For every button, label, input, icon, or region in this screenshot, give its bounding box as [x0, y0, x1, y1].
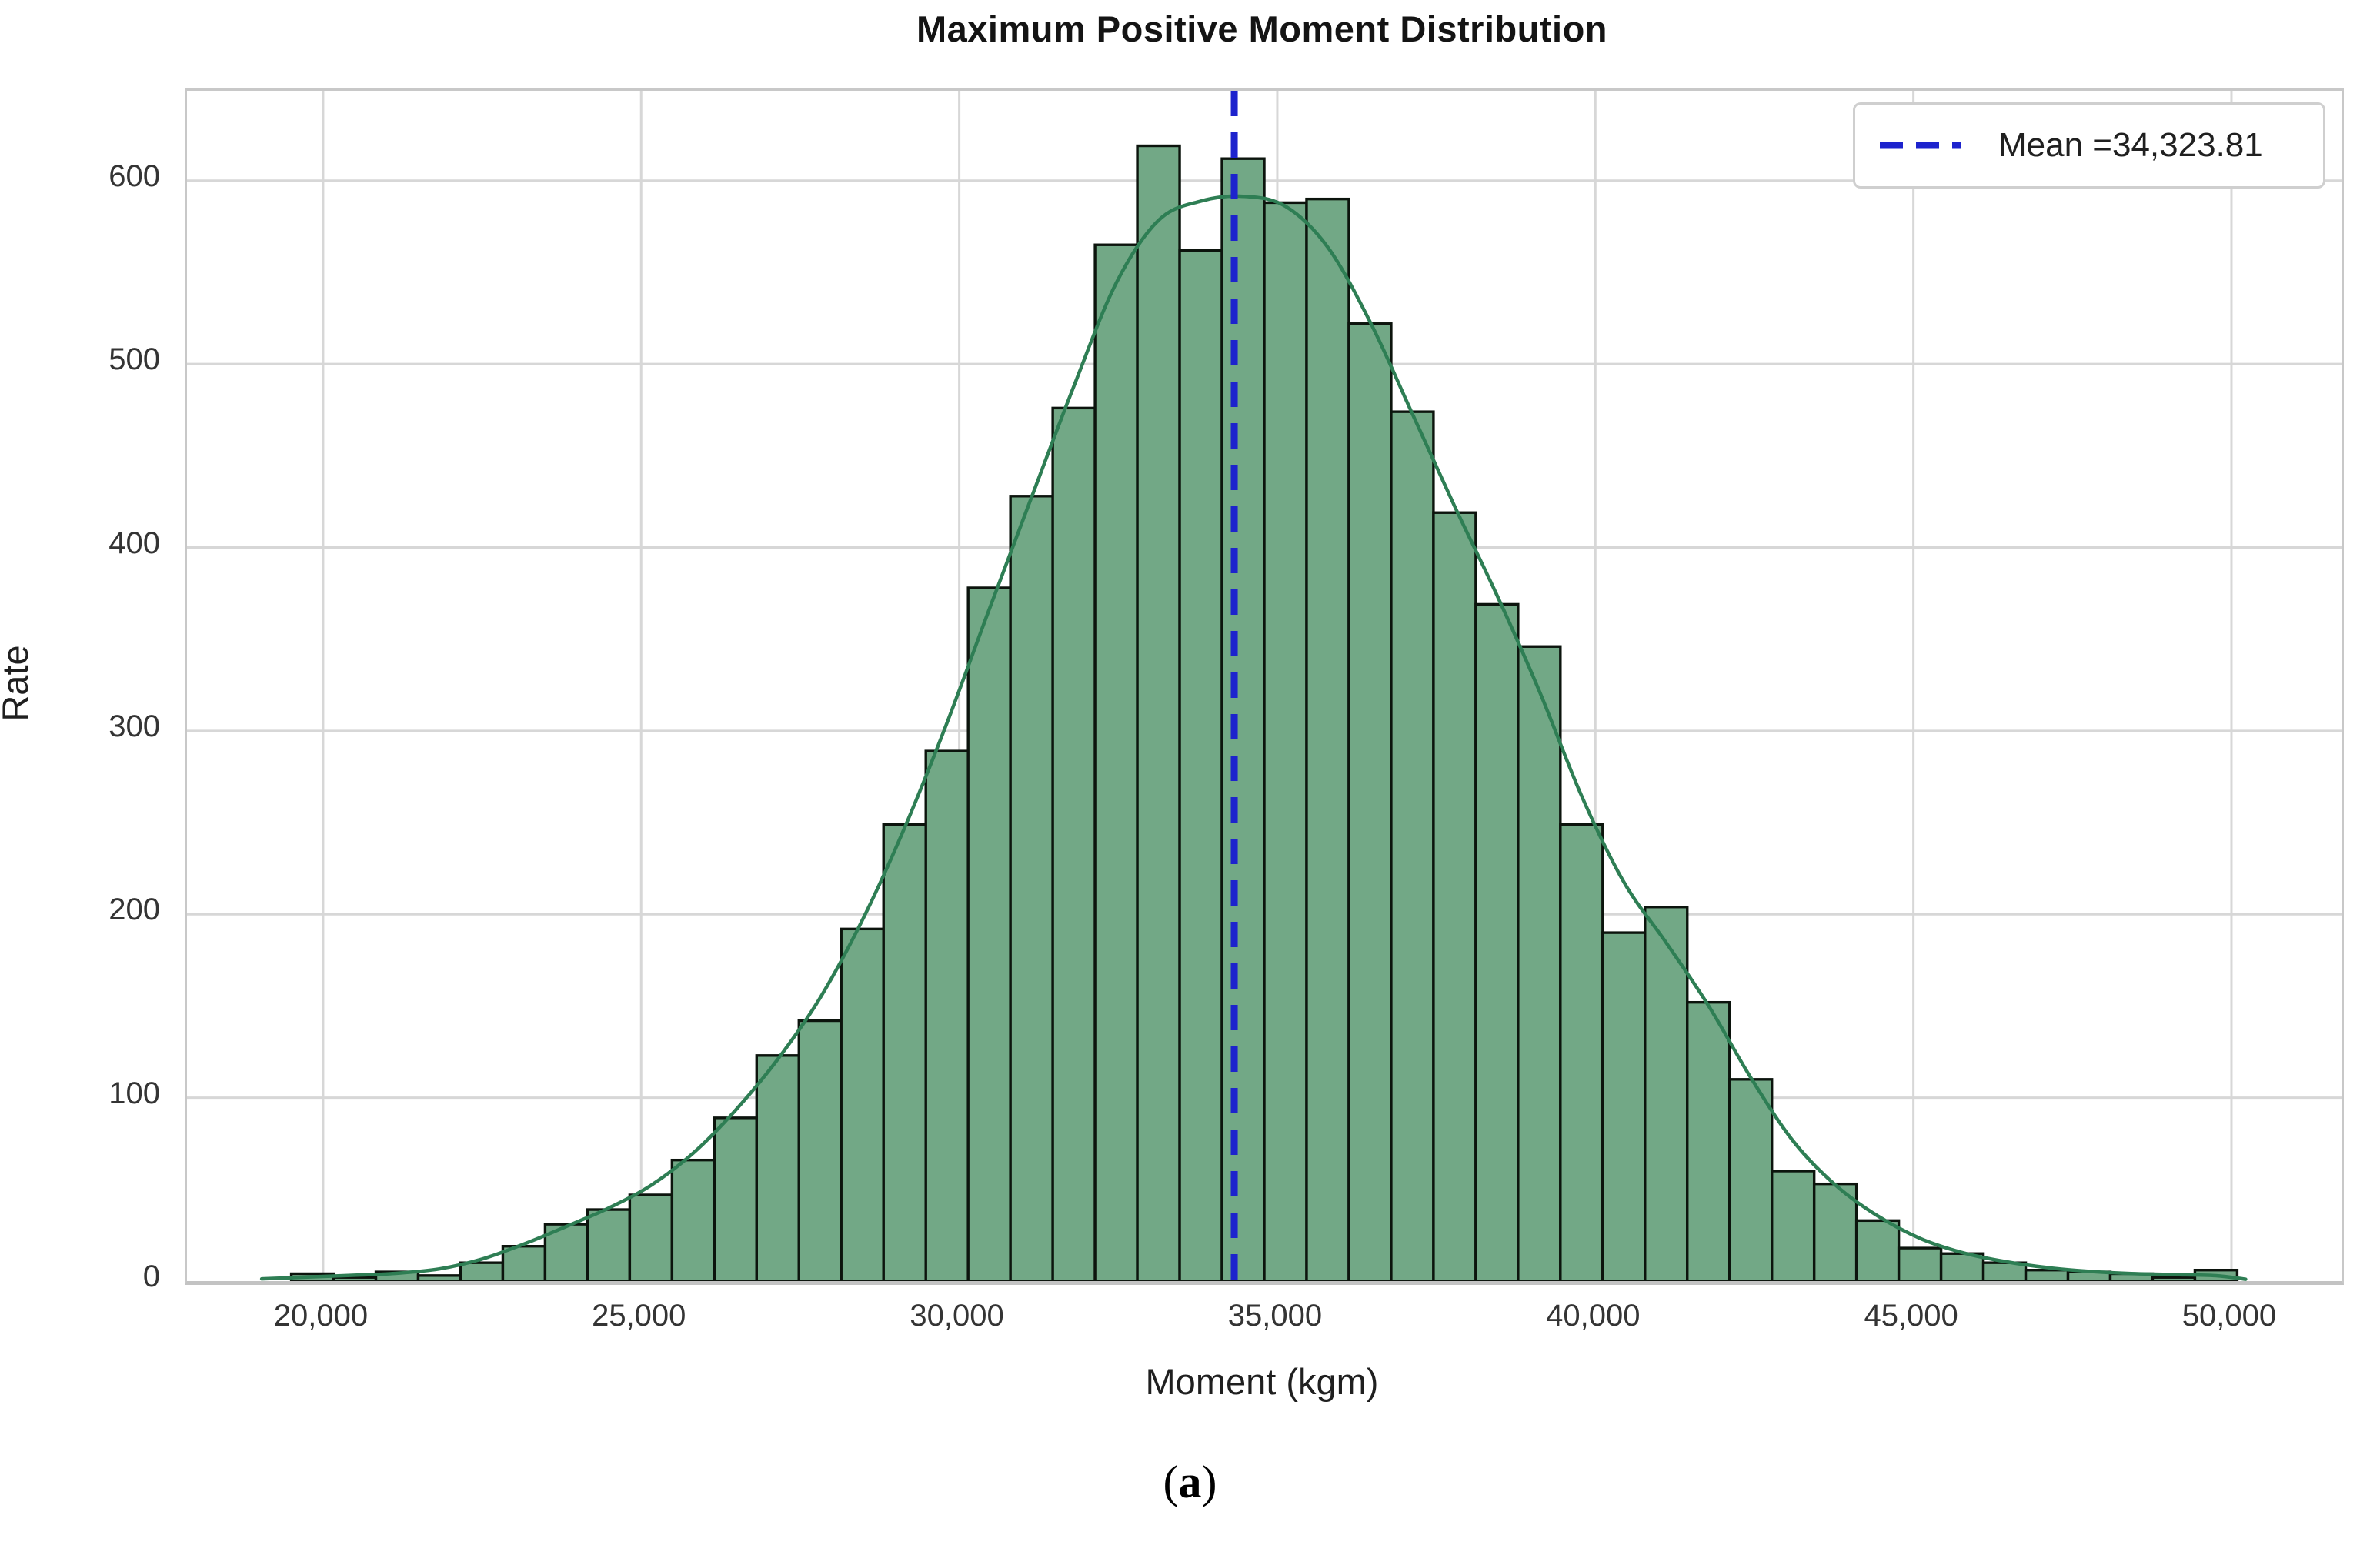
histogram-bar [924, 749, 970, 1281]
histogram-bar [797, 1019, 843, 1281]
histogram-bar [1263, 201, 1308, 1281]
histogram-bar [1559, 823, 1604, 1281]
y-tick-label: 600 [108, 159, 160, 193]
histogram-bar [1686, 1000, 1731, 1281]
y-tick-label: 500 [108, 342, 160, 377]
kde-curve [259, 194, 2248, 1281]
histogram-bar [1093, 243, 1139, 1281]
histogram-bar [1770, 1170, 1816, 1281]
histogram-bar [966, 586, 1012, 1281]
y-axis-label: Rate [0, 645, 35, 722]
histogram-plot [187, 91, 2342, 1281]
histogram-bar [1644, 906, 1689, 1281]
histogram-bar [1347, 322, 1393, 1281]
x-tick-label: 50,000 [2181, 1299, 2277, 1333]
histogram-bar [1432, 511, 1477, 1281]
histogram-bar [670, 1158, 716, 1281]
x-tick-label: 40,000 [1546, 1299, 1641, 1333]
histogram-bar [1854, 1219, 1901, 1281]
histogram-bar [1728, 1078, 1774, 1281]
histogram-bar [713, 1116, 759, 1281]
histogram-bar [755, 1054, 800, 1281]
histogram-bar [1051, 406, 1097, 1281]
histogram-bar [1474, 602, 1520, 1281]
y-tick-label: 400 [108, 526, 160, 560]
histogram-bar [459, 1261, 505, 1281]
y-tick-label: 0 [142, 1260, 160, 1293]
x-tick-label: 45,000 [1864, 1299, 1958, 1333]
histogram-bar [1305, 197, 1350, 1281]
histogram-bar [1136, 144, 1181, 1281]
legend: Mean =34,323.81 [1853, 102, 2325, 189]
histogram-bar [2024, 1268, 2070, 1281]
x-tick-label: 30,000 [910, 1299, 1004, 1333]
x-tick-label: 25,000 [592, 1299, 686, 1333]
y-tick-label: 200 [108, 893, 160, 927]
y-tick-label: 100 [108, 1076, 160, 1110]
histogram-bar [1812, 1182, 1858, 1281]
legend-label: Mean =34,323.81 [1998, 126, 2263, 164]
histogram-bar [1178, 249, 1223, 1281]
histogram-bar [416, 1274, 462, 1281]
histogram-bar [1601, 931, 1647, 1281]
caption-paren-close: ) [1201, 1457, 1217, 1507]
plot-area [185, 88, 2344, 1285]
histogram-bar [882, 823, 927, 1281]
histogram-bar [1009, 495, 1054, 1281]
histogram-bar [2151, 1276, 2197, 1281]
caption-letter: a [1178, 1457, 1202, 1507]
histogram-bar [586, 1208, 632, 1281]
histogram-bar [332, 1276, 378, 1281]
histogram-bar [628, 1193, 674, 1281]
histogram-bar [501, 1245, 547, 1281]
x-axis-label: Moment (kgm) [1145, 1361, 1379, 1402]
histogram-bar [1220, 157, 1266, 1281]
histogram-bar [1897, 1246, 1943, 1281]
caption-paren-open: ( [1163, 1457, 1179, 1507]
legend-dashed-line-icon [1880, 142, 1975, 149]
histogram-bar [840, 927, 885, 1281]
figure-caption: (a) [0, 1456, 2380, 1509]
y-tick-label: 300 [108, 709, 160, 743]
histogram-bar [1390, 410, 1435, 1281]
histogram-bar [1517, 645, 1562, 1281]
x-tick-label: 20,000 [273, 1299, 369, 1333]
x-tick-label: 35,000 [1227, 1299, 1323, 1333]
chart-title: Maximum Positive Moment Distribution [916, 8, 1608, 49]
